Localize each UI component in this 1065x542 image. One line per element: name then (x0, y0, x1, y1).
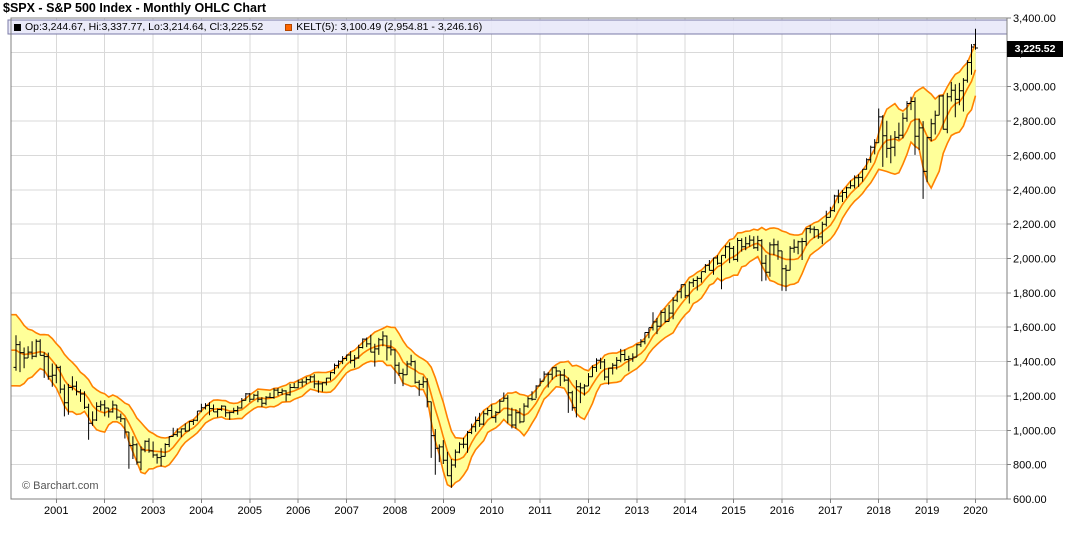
x-axis-label: 2002 (92, 505, 116, 517)
x-axis-label: 2005 (238, 505, 262, 517)
x-axis-label: 2017 (818, 505, 842, 517)
x-axis-label: 2016 (770, 505, 794, 517)
page-title: $SPX - S&P 500 Index - Monthly OHLC Char… (3, 1, 267, 15)
x-axis-label: 2001 (44, 505, 68, 517)
y-axis-label: 800.00 (1013, 460, 1047, 472)
y-axis-label: 2,000.00 (1013, 254, 1056, 266)
y-axis-label: 3,000.00 (1013, 82, 1056, 94)
y-axis-label: 2,200.00 (1013, 219, 1056, 231)
x-axis-label: 2015 (721, 505, 745, 517)
keltner-mid-line (11, 69, 977, 461)
x-axis-label: 2009 (431, 505, 455, 517)
x-axis-label: 2018 (866, 505, 890, 517)
keltner-lower-line (11, 95, 977, 489)
x-axis-label: 2010 (479, 505, 503, 517)
last-price-tag: 3,225.52 (1007, 41, 1063, 57)
legend-strip-background (7, 19, 1008, 35)
y-axis-label: 1,600.00 (1013, 322, 1056, 334)
y-axis-label: 1,800.00 (1013, 288, 1056, 300)
x-axis-label: 2014 (673, 505, 697, 517)
y-axis-label: 1,200.00 (1013, 391, 1056, 403)
x-axis-label: 2006 (286, 505, 310, 517)
y-axis-label: 2,400.00 (1013, 185, 1056, 197)
y-axis-label: 2,800.00 (1013, 116, 1056, 128)
x-axis-label: 2019 (915, 505, 939, 517)
y-axis-label: 600.00 (1013, 494, 1047, 506)
x-axis-label: 2011 (528, 505, 552, 517)
y-axis-label: 2,600.00 (1013, 150, 1056, 162)
x-axis-label: 2012 (576, 505, 600, 517)
x-axis-label: 2020 (963, 505, 987, 517)
x-axis-label: 2008 (383, 505, 407, 517)
keltner-upper-line (11, 43, 977, 440)
keltner-band (11, 43, 976, 488)
x-axis-label: 2003 (141, 505, 165, 517)
barchart-watermark: © Barchart.com (22, 480, 99, 492)
x-axis-label: 2007 (334, 505, 358, 517)
y-axis-label: 1,400.00 (1013, 357, 1056, 369)
y-axis-label: 3,400.00 (1013, 13, 1056, 25)
x-axis-label: 2013 (625, 505, 649, 517)
x-axis-label: 2004 (189, 505, 213, 517)
y-axis-label: 1,000.00 (1013, 425, 1056, 437)
ohlc-bars (13, 28, 978, 488)
